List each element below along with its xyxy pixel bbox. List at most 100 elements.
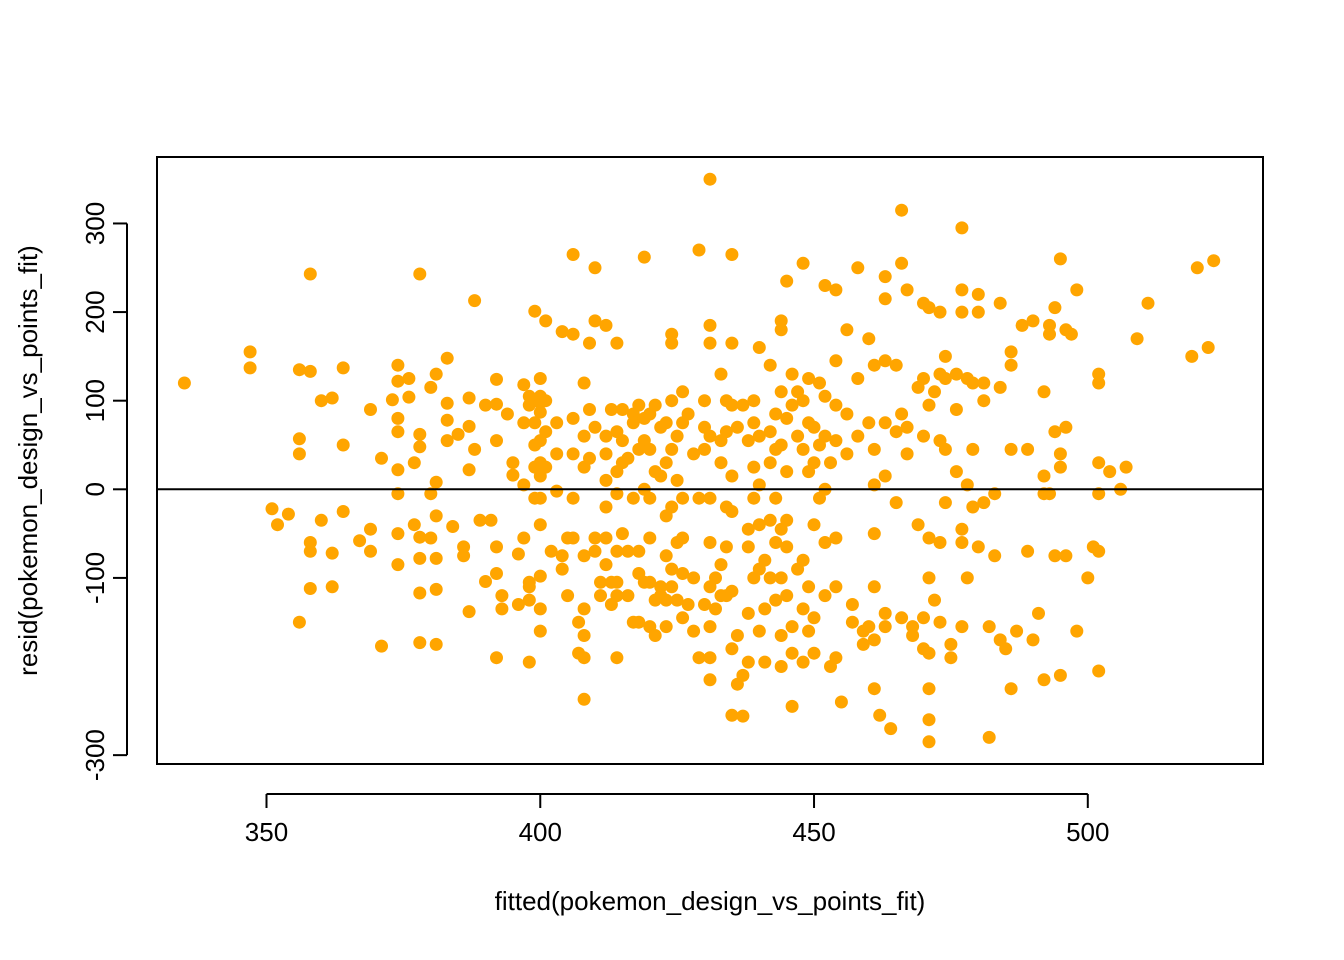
data-point (922, 646, 936, 660)
data-point (610, 544, 624, 558)
data-point (681, 598, 695, 611)
data-point (583, 451, 596, 465)
data-point (703, 172, 717, 186)
data-point (391, 527, 405, 541)
data-point (709, 571, 722, 585)
data-point (977, 376, 991, 390)
data-point (495, 602, 509, 616)
data-point (462, 463, 476, 477)
data-point (577, 629, 591, 642)
data-point (457, 540, 471, 554)
data-point (484, 513, 498, 527)
data-point (265, 502, 279, 516)
data-point (429, 509, 443, 523)
data-point (468, 442, 482, 456)
data-point (577, 429, 591, 443)
data-point (955, 620, 969, 634)
data-point (725, 642, 739, 656)
data-point (391, 374, 405, 388)
data-point (604, 403, 618, 416)
data-point (895, 256, 909, 270)
data-point (391, 411, 405, 425)
data-point (780, 589, 794, 603)
x-tick-label: 350 (245, 817, 288, 847)
data-point (364, 522, 377, 536)
data-point (599, 558, 613, 572)
data-point (511, 547, 525, 561)
data-point (867, 442, 881, 456)
data-point (572, 615, 586, 629)
data-point (769, 536, 783, 549)
data-point (654, 469, 668, 483)
data-point (719, 540, 733, 554)
data-point (1130, 332, 1144, 346)
data-point (1021, 442, 1035, 456)
data-point (665, 336, 679, 350)
data-point (490, 540, 503, 554)
data-point (725, 708, 739, 722)
data-point (528, 416, 542, 430)
data-point (884, 722, 898, 736)
data-point (769, 407, 783, 421)
data-point (402, 390, 416, 404)
data-point (736, 709, 750, 723)
data-point (506, 456, 520, 470)
data-point (1048, 549, 1062, 563)
data-point (758, 553, 772, 567)
data-point (1141, 296, 1155, 310)
data-point (303, 582, 317, 595)
data-point (1059, 549, 1073, 563)
data-point (621, 589, 635, 603)
data-point (818, 279, 832, 292)
data-point (725, 584, 739, 598)
data-point (292, 447, 306, 461)
data-point (900, 420, 914, 434)
data-point (763, 513, 777, 527)
data-point (325, 391, 339, 405)
data-point (796, 442, 810, 456)
data-point (676, 567, 690, 580)
data-point (796, 602, 810, 616)
data-point (867, 527, 881, 541)
data-point (676, 531, 690, 545)
data-point (665, 580, 679, 594)
data-point (1010, 624, 1024, 638)
data-point (955, 536, 969, 549)
data-point (281, 507, 295, 521)
data-point (818, 589, 832, 603)
data-point (692, 491, 706, 505)
data-point (741, 606, 755, 620)
data-point (966, 376, 980, 390)
data-point (774, 629, 788, 642)
data-point (539, 425, 553, 439)
data-point (462, 391, 476, 405)
data-point (462, 419, 476, 433)
data-point (243, 361, 257, 375)
data-point (599, 500, 613, 514)
data-point (714, 558, 728, 572)
data-point (763, 425, 777, 439)
data-point (364, 403, 377, 416)
data-point (1032, 606, 1045, 620)
data-point (851, 429, 865, 443)
data-point (1185, 349, 1199, 363)
data-point (670, 429, 684, 443)
data-point (960, 478, 974, 492)
data-point (758, 602, 772, 616)
y-tick-label: -300 (80, 729, 110, 781)
data-point (949, 465, 963, 479)
data-point (752, 341, 766, 354)
data-point (1021, 544, 1035, 558)
data-point (1059, 420, 1073, 434)
data-point (1070, 283, 1084, 297)
data-point (818, 389, 832, 403)
data-point (829, 434, 843, 448)
data-point (845, 598, 859, 611)
data-point (517, 378, 531, 392)
data-point (928, 593, 941, 607)
y-tick-label: -100 (80, 552, 110, 604)
data-point (424, 487, 438, 501)
data-point (1053, 447, 1067, 461)
data-point (599, 447, 613, 461)
data-point (906, 620, 920, 634)
